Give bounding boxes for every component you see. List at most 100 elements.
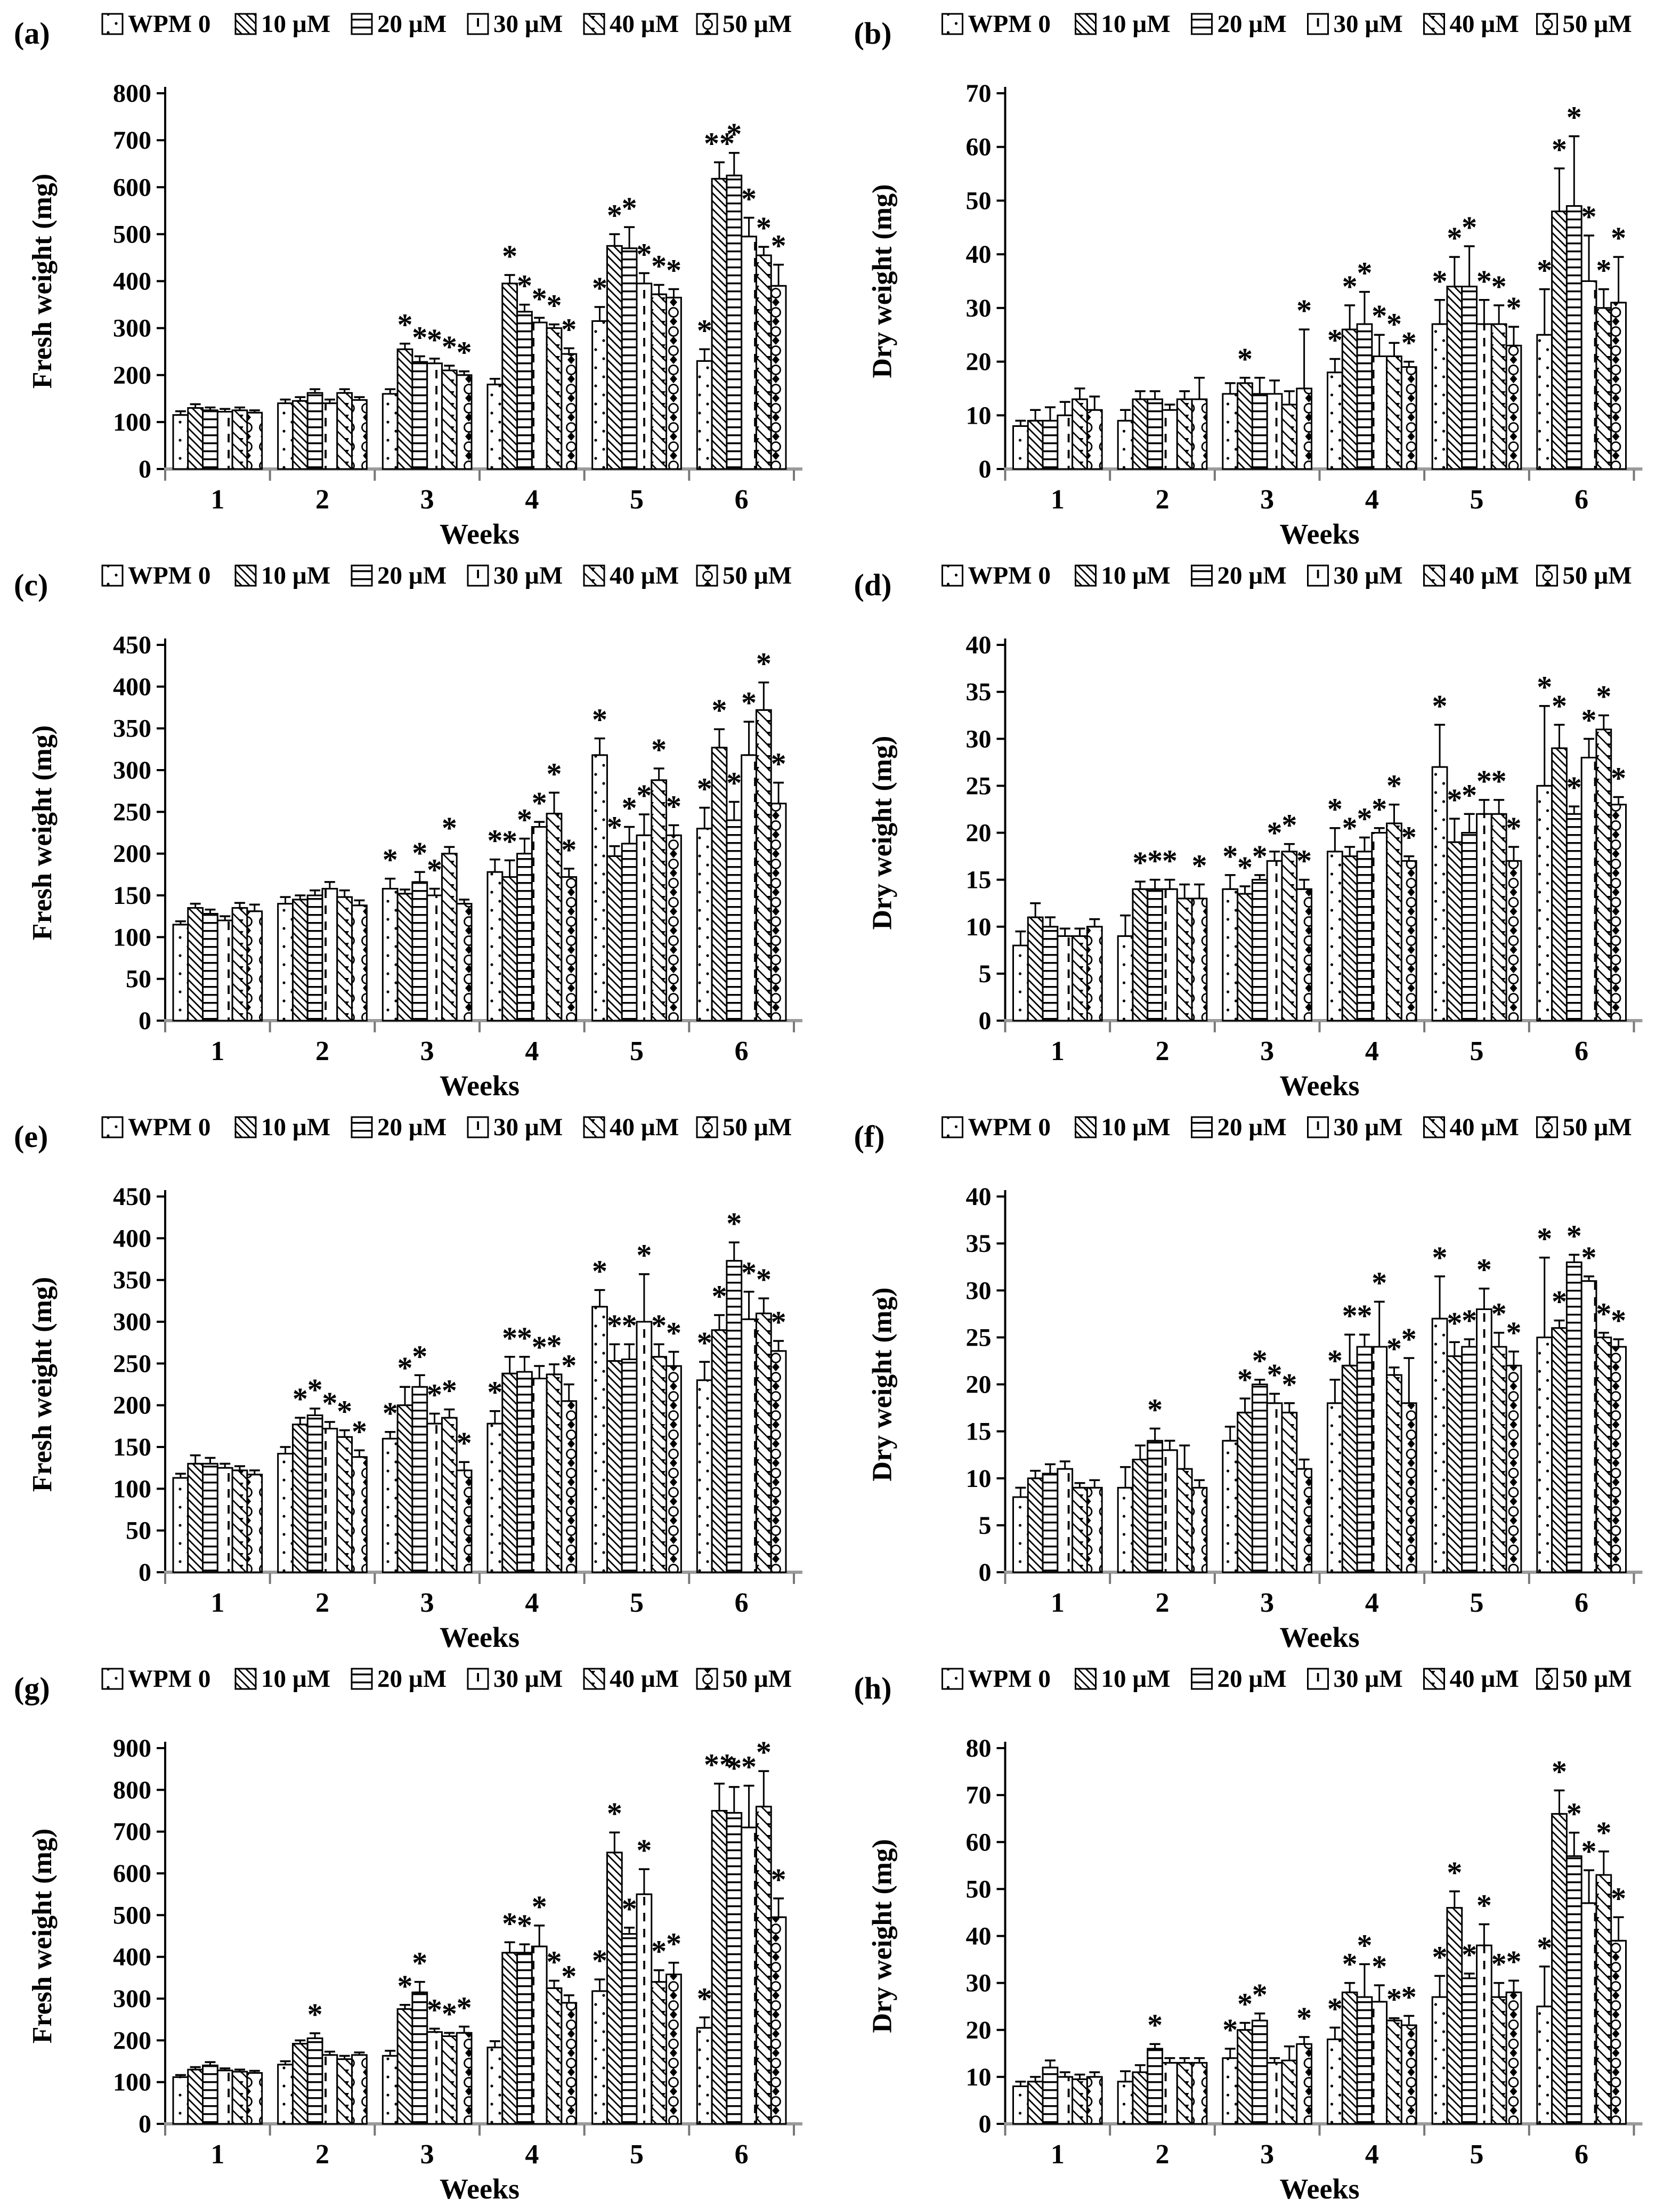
diagonal-hatch-pattern xyxy=(1075,1116,1097,1138)
sig-star: * xyxy=(337,1394,352,1429)
bar xyxy=(1386,2019,1402,2125)
y-tick-label: 200 xyxy=(113,840,151,868)
sig-star: * xyxy=(1611,761,1626,796)
horizontal-lines-pattern xyxy=(351,564,373,587)
horizontal-lines-pattern xyxy=(351,1668,373,1690)
bar xyxy=(591,754,608,1022)
sig-star: * xyxy=(607,1308,622,1343)
sig-star: * xyxy=(517,269,532,303)
sig-star: * xyxy=(547,288,562,323)
bar xyxy=(1266,2062,1283,2125)
bar xyxy=(1266,1402,1283,1573)
sig-star: * xyxy=(1252,1344,1268,1378)
bar xyxy=(651,1981,668,2125)
sig-star: * xyxy=(1296,844,1312,878)
bar xyxy=(426,362,443,470)
legend-item: 10 µM xyxy=(234,1113,330,1141)
legend-item: 10 µM xyxy=(1075,562,1171,589)
bar xyxy=(636,834,653,1022)
bar xyxy=(770,1916,787,2125)
bar xyxy=(1505,1364,1522,1573)
sig-star: * xyxy=(1537,1222,1552,1256)
week-label: 5 xyxy=(630,1036,644,1066)
y-tick-label: 15 xyxy=(966,866,992,894)
week-label: 2 xyxy=(315,2139,329,2170)
legend-label: 50 µM xyxy=(1563,1665,1632,1693)
sig-star: * xyxy=(592,702,607,737)
y-tick-label: 40 xyxy=(966,1922,992,1951)
x-axis-title: Weeks xyxy=(440,1621,520,1653)
bar xyxy=(755,1806,772,2125)
y-tick-label: 200 xyxy=(113,1392,151,1420)
sig-star: * xyxy=(592,271,607,305)
legend-item: 20 µM xyxy=(1191,1665,1287,1693)
sig-star: * xyxy=(771,1305,786,1339)
week-label: 2 xyxy=(315,1036,329,1066)
bar xyxy=(426,894,443,1022)
sig-star: * xyxy=(1296,293,1312,328)
legend-label: 10 µM xyxy=(1101,1665,1171,1693)
bar xyxy=(1132,398,1149,470)
sig-star: * xyxy=(651,249,667,284)
sig-star: * xyxy=(1506,1944,1521,1979)
y-tick-label: 400 xyxy=(113,673,151,701)
legend-label: 30 µM xyxy=(493,10,563,38)
y-tick-label: 0 xyxy=(979,1007,992,1035)
bar xyxy=(665,1974,682,2125)
horizontal-lines-pattern xyxy=(1191,564,1213,587)
sig-star: * xyxy=(1596,253,1611,288)
bar xyxy=(441,2035,458,2125)
sig-star: * xyxy=(1491,764,1507,798)
bar xyxy=(1536,1336,1553,1573)
week-label: 5 xyxy=(630,1588,644,1618)
y-tick-label: 30 xyxy=(966,1969,992,1998)
legend-label: 40 µM xyxy=(610,10,679,38)
y-tick-label: 50 xyxy=(126,965,151,993)
bar xyxy=(231,2071,248,2125)
sig-star: * xyxy=(502,1906,517,1941)
diagonal-triangle-pattern xyxy=(1423,1116,1445,1138)
dots-pattern xyxy=(942,564,963,587)
sig-star: * xyxy=(1491,1947,1507,1982)
sig-star: * xyxy=(607,198,622,232)
bar xyxy=(486,871,504,1022)
bar xyxy=(351,2054,368,2125)
week-label: 6 xyxy=(735,2139,749,2170)
bar xyxy=(382,2055,399,2125)
sig-star: * xyxy=(1491,269,1507,304)
bar xyxy=(172,2076,189,2125)
sig-star: * xyxy=(307,1997,323,2032)
bar xyxy=(591,1306,608,1573)
y-tick-label: 200 xyxy=(113,361,151,390)
sig-star: * xyxy=(502,824,517,859)
bar xyxy=(1461,1346,1478,1573)
sig-star: * xyxy=(1252,1977,1268,2012)
bar xyxy=(711,747,728,1022)
bar xyxy=(1341,328,1358,470)
bar xyxy=(1237,2029,1253,2125)
sig-star: * xyxy=(517,1908,532,1943)
bar xyxy=(1176,898,1193,1022)
sig-star: * xyxy=(1596,1297,1611,1331)
dots-pattern xyxy=(101,1116,124,1138)
sig-star: * xyxy=(1567,100,1582,135)
legend-item: 50 µM xyxy=(1536,10,1632,38)
bar xyxy=(306,1414,323,1573)
diagonal-triangle-pattern xyxy=(1423,564,1445,587)
bar xyxy=(1565,1261,1582,1573)
sig-star: * xyxy=(726,1751,742,1785)
bar xyxy=(501,1372,518,1573)
legend-item: 40 µM xyxy=(1423,562,1519,589)
vertical-dash-pattern xyxy=(1307,564,1329,587)
bar xyxy=(246,411,263,470)
y-axis-title: Fresh weight (mg) xyxy=(27,1277,58,1492)
legend-label: 30 µM xyxy=(493,562,563,589)
sig-star: * xyxy=(1611,1881,1626,1915)
sig-star: * xyxy=(1222,839,1238,874)
bar xyxy=(1147,1440,1164,1573)
circle-diamond-pattern xyxy=(1536,564,1558,587)
diagonal-hatch-pattern xyxy=(1075,1668,1097,1690)
x-axis-title: Weeks xyxy=(1279,518,1359,550)
legend-item: 10 µM xyxy=(1075,1113,1171,1141)
bar xyxy=(665,834,682,1022)
